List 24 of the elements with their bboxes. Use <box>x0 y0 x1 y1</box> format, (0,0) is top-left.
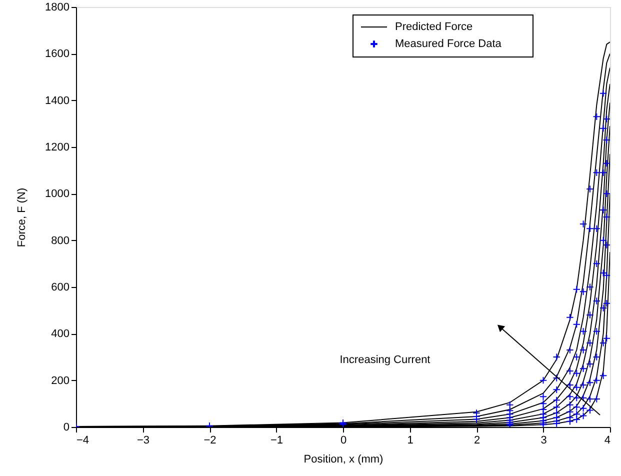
y-tick-label: 1000 <box>45 188 70 200</box>
x-tick-label: 2 <box>474 434 480 446</box>
x-tick-label: −2 <box>204 434 216 446</box>
y-tick-label: 1600 <box>45 48 70 60</box>
y-tick-label: 600 <box>51 282 70 294</box>
x-tick-label: 0 <box>340 434 347 446</box>
y-tick-label: 800 <box>51 234 70 247</box>
annotation: Increasing Current <box>340 354 430 366</box>
x-tick-label: −4 <box>76 434 90 446</box>
x-tick-label: 3 <box>540 434 547 446</box>
x-axis-title: Position, x (mm) <box>304 454 384 466</box>
y-tick-label: 1200 <box>45 142 70 154</box>
x-tick-label: 1 <box>407 434 414 446</box>
y-axis-title: Force, F (N) <box>16 188 28 248</box>
legend-label: Predicted Force <box>395 21 473 33</box>
y-tick-label: 200 <box>51 374 70 387</box>
y-tick-label: 1400 <box>45 94 70 107</box>
x-tick-label: 4 <box>604 434 610 446</box>
y-tick-label: 1800 <box>45 2 70 14</box>
y-tick-label: 0 <box>63 422 70 434</box>
y-tick-label: 400 <box>51 328 70 340</box>
x-tick-label: −3 <box>136 434 150 446</box>
x-tick-label: −1 <box>270 434 284 446</box>
legend-label: Measured Force Data <box>395 38 502 50</box>
